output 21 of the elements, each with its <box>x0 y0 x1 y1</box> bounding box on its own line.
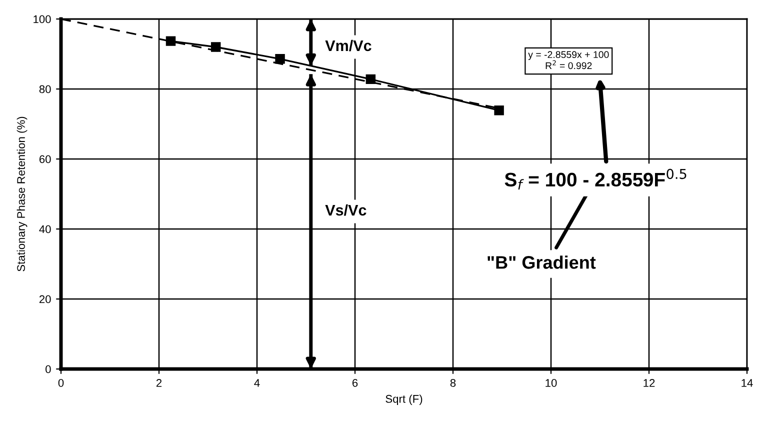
y-axis-title: Stationary Phase Retention (%) <box>16 116 28 272</box>
x-tick-label: 14 <box>742 379 753 387</box>
x-tick-label: 4 <box>254 379 260 387</box>
x-tick-label: 12 <box>644 379 655 387</box>
y-tick-label: 20 <box>39 295 51 304</box>
x-tick-label: 0 <box>58 379 64 387</box>
x-tick-label: 8 <box>450 379 456 387</box>
x-tick-label: 6 <box>352 379 358 387</box>
annotation: S$_{f}$ = 100 - 2.8559F$^{0.5}$ <box>504 168 686 190</box>
y-tick-label: 60 <box>39 155 51 164</box>
annotation: Vm/Vc <box>325 40 372 52</box>
y-tick-label: 0 <box>46 365 51 374</box>
x-tick-label: 10 <box>546 379 557 387</box>
x-axis-title: Sqrt (F) <box>386 394 422 405</box>
annotation: Vs/Vc <box>325 204 366 216</box>
y-tick-label: 40 <box>39 225 51 234</box>
y-tick-label: 80 <box>39 85 51 94</box>
annotation: y = -2.8559x + 100 R$^{2}$ = 0.992 <box>528 51 609 70</box>
annotation: "B" Gradient <box>488 256 596 269</box>
y-tick-label: 100 <box>34 15 51 24</box>
x-tick-label: 2 <box>156 379 162 387</box>
